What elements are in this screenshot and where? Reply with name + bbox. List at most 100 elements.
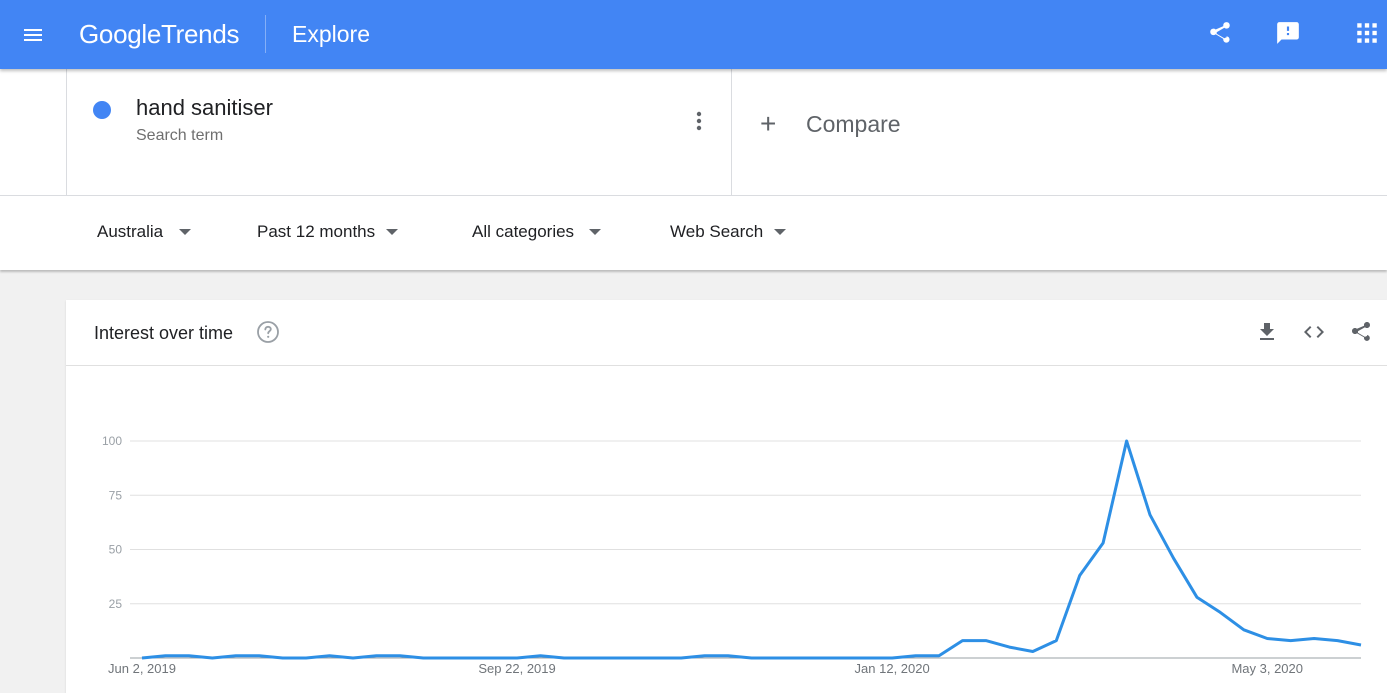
time-picker[interactable]: Past 12 months: [257, 222, 399, 242]
category-label: All categories: [472, 222, 575, 241]
search-type-label: Web Search: [670, 222, 764, 241]
download-icon[interactable]: [1255, 320, 1279, 344]
x-tick-label: May 3, 2020: [1231, 661, 1303, 676]
embed-icon[interactable]: [1302, 320, 1326, 344]
data-point[interactable]: [1147, 512, 1153, 518]
data-point[interactable]: [1264, 635, 1270, 641]
data-point[interactable]: [608, 655, 614, 661]
data-point[interactable]: [1335, 638, 1341, 644]
filter-bar: Australia Past 12 months All categories …: [0, 196, 1387, 270]
data-point[interactable]: [1124, 438, 1130, 444]
interest-line-chart: 100 75 50 25 Jun 2, 2019 Sep 22, 2019 Jan 12, …: [102, 434, 1364, 676]
data-point[interactable]: [725, 653, 731, 659]
data-point[interactable]: [420, 655, 426, 661]
share-icon[interactable]: [1349, 320, 1373, 344]
term-name[interactable]: hand sanitiser: [136, 95, 273, 120]
y-tick-label: 100: [102, 434, 122, 448]
data-point[interactable]: [631, 655, 637, 661]
data-point[interactable]: [1241, 627, 1247, 633]
data-point[interactable]: [327, 653, 333, 659]
series-line-hand-sanitiser[interactable]: [141, 439, 1362, 660]
interest-over-time-card: Interest over time 100 75 50 25 Jun 2, 2019 S…: [66, 300, 1387, 693]
share-icon[interactable]: [1207, 20, 1233, 46]
data-point[interactable]: [702, 653, 708, 659]
data-point[interactable]: [1006, 644, 1012, 650]
data-point[interactable]: [772, 655, 778, 661]
data-point[interactable]: [491, 655, 497, 661]
term-color-dot: [93, 101, 111, 119]
caret-down-icon: [774, 229, 787, 235]
more-options-icon[interactable]: [689, 109, 709, 135]
data-point[interactable]: [749, 655, 755, 661]
y-tick-label: 50: [109, 543, 123, 557]
data-point[interactable]: [1358, 642, 1364, 648]
data-point[interactable]: [1288, 638, 1294, 644]
data-point[interactable]: [819, 655, 825, 661]
logo-trends-text: Trends: [161, 19, 240, 49]
category-picker[interactable]: All categories: [472, 222, 602, 242]
data-point[interactable]: [1053, 638, 1059, 644]
data-point[interactable]: [1030, 648, 1036, 654]
data-point[interactable]: [186, 653, 192, 659]
data-point[interactable]: [1217, 609, 1223, 615]
menu-icon[interactable]: [21, 23, 45, 47]
data-point[interactable]: [983, 638, 989, 644]
caret-down-icon: [386, 229, 399, 235]
data-point[interactable]: [842, 655, 848, 661]
data-point[interactable]: [467, 655, 473, 661]
data-point[interactable]: [1077, 573, 1083, 579]
data-point[interactable]: [584, 655, 590, 661]
data-point[interactable]: [280, 655, 286, 661]
data-point[interactable]: [233, 653, 239, 659]
data-point[interactable]: [303, 655, 309, 661]
compare-label: Compare: [806, 110, 901, 137]
data-point[interactable]: [139, 655, 145, 661]
data-point[interactable]: [889, 655, 895, 661]
card-header: Interest over time: [66, 300, 1387, 366]
data-point[interactable]: [397, 653, 403, 659]
data-point[interactable]: [1100, 540, 1106, 546]
data-point[interactable]: [444, 655, 450, 661]
data-point[interactable]: [162, 653, 168, 659]
data-point[interactable]: [936, 653, 942, 659]
region-label: Australia: [97, 222, 164, 241]
search-term-row: hand sanitiser Search term + Compare: [0, 69, 1387, 196]
plus-icon: +: [760, 108, 777, 139]
logo-google-text: Google: [79, 19, 162, 49]
data-point[interactable]: [678, 655, 684, 661]
data-point[interactable]: [655, 655, 661, 661]
y-tick-label: 25: [109, 597, 123, 611]
data-point[interactable]: [209, 655, 215, 661]
data-point[interactable]: [866, 655, 872, 661]
google-trends-logo[interactable]: GoogleTrends: [79, 18, 240, 50]
card-title: Interest over time: [94, 323, 234, 343]
feedback-icon[interactable]: [1275, 20, 1301, 46]
help-icon[interactable]: [256, 320, 280, 344]
region-picker[interactable]: Australia: [97, 222, 192, 242]
apps-icon[interactable]: [1354, 20, 1380, 46]
search-type-picker[interactable]: Web Search: [670, 222, 787, 242]
data-point[interactable]: [256, 653, 262, 659]
y-tick-label: 75: [109, 488, 123, 502]
compare-button[interactable]: + Compare: [760, 109, 901, 139]
data-point[interactable]: [561, 655, 567, 661]
term-type: Search term: [136, 127, 224, 144]
data-point[interactable]: [538, 653, 544, 659]
data-point[interactable]: [1311, 635, 1317, 641]
caret-down-icon: [179, 229, 192, 235]
data-point[interactable]: [373, 653, 379, 659]
data-point[interactable]: [795, 655, 801, 661]
caret-down-icon: [589, 229, 602, 235]
data-point[interactable]: [913, 653, 919, 659]
top-app-bar: GoogleTrends Explore: [0, 0, 1387, 69]
data-point[interactable]: [350, 655, 356, 661]
data-point[interactable]: [959, 638, 965, 644]
time-label: Past 12 months: [257, 222, 376, 241]
page-title: Explore: [292, 21, 370, 47]
data-point[interactable]: [514, 655, 520, 661]
data-point[interactable]: [1194, 594, 1200, 600]
x-tick-label: Jun 2, 2019: [108, 661, 176, 676]
header-divider: [265, 15, 266, 53]
data-point[interactable]: [1170, 555, 1176, 561]
search-term-card[interactable]: hand sanitiser Search term: [66, 69, 732, 195]
